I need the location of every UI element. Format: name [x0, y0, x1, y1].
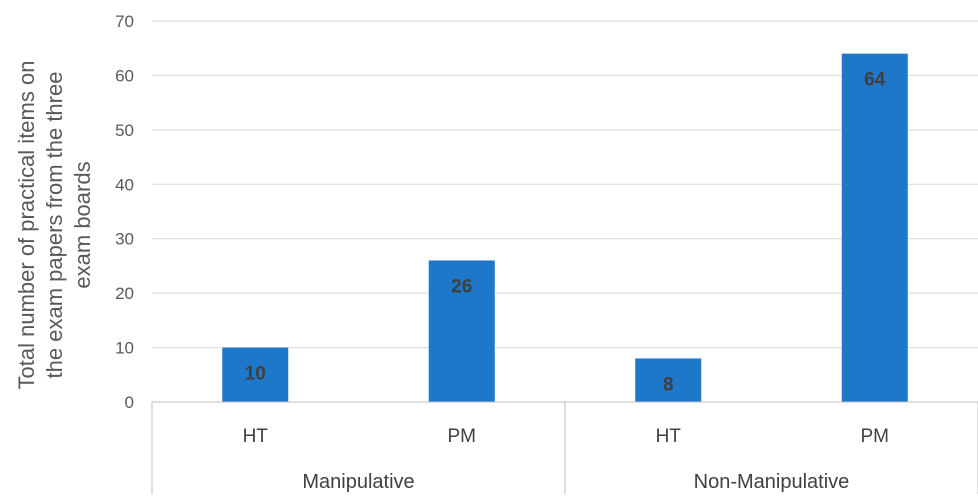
bar [428, 260, 495, 402]
y-tick-label: 60 [115, 66, 134, 85]
gridlines [152, 20, 978, 349]
data-label: 8 [663, 374, 674, 395]
x-category-label: HT [243, 426, 269, 447]
y-axis-title-line-2: the exam papers from the three [42, 72, 67, 379]
y-axis-title-line-1: Total number of practical items on [14, 61, 39, 390]
chart-text: Total number of practical items on the e… [14, 12, 889, 493]
y-tick-label: 40 [115, 175, 134, 194]
x-category-label: HT [656, 426, 682, 447]
y-tick-label: 10 [115, 339, 134, 358]
x-group-label: Non-Manipulative [694, 471, 850, 493]
data-label: 26 [451, 276, 472, 297]
y-tick-label: 20 [115, 284, 134, 303]
y-tick-label: 70 [115, 12, 134, 31]
y-tick-label: 30 [115, 230, 134, 249]
y-tick-label: 50 [115, 121, 134, 140]
y-axis-title-line-3: exam boards [70, 161, 95, 288]
y-tick-label: 0 [125, 393, 134, 412]
x-category-label: PM [861, 426, 890, 447]
bar [841, 53, 908, 403]
data-label: 10 [245, 364, 266, 385]
bar [635, 358, 702, 402]
axes [151, 401, 978, 494]
bars [222, 53, 908, 403]
data-label: 64 [864, 70, 886, 91]
x-group-label: Manipulative [302, 471, 414, 493]
bar [222, 347, 289, 402]
x-category-label: PM [448, 426, 477, 447]
